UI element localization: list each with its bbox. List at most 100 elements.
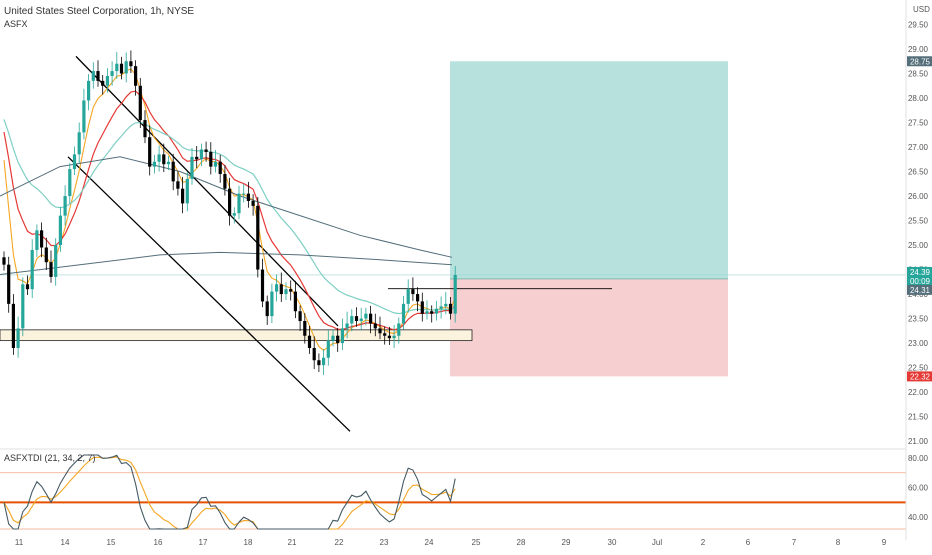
candle-body[interactable] [383,333,387,336]
candle-body[interactable] [204,149,208,152]
candle-body[interactable] [284,289,288,295]
candle-body[interactable] [354,316,359,322]
channel-lower-line[interactable] [67,156,351,432]
candle-body[interactable] [11,303,15,348]
candle-body[interactable] [110,71,114,76]
candle-body[interactable] [232,213,236,216]
candle-body[interactable] [387,335,391,339]
profit-target-zone[interactable] [450,61,728,279]
candle-body[interactable] [134,66,138,86]
candle-body[interactable] [148,137,152,167]
candle-body[interactable] [68,169,72,197]
candle-body[interactable] [237,193,241,214]
candle-body[interactable] [7,264,11,304]
candle-body[interactable] [77,132,81,155]
candle-body[interactable] [49,262,53,277]
candle-body[interactable] [190,156,194,179]
candle-body[interactable] [369,313,373,324]
candle-body[interactable] [218,161,222,174]
candle-body[interactable] [331,335,335,341]
candle-body[interactable] [416,294,420,302]
candle-body[interactable] [199,149,203,160]
candle-body[interactable] [289,289,293,292]
candle-body[interactable] [298,311,302,322]
candle-body[interactable] [293,291,297,312]
candle-body[interactable] [213,161,218,167]
candle-body[interactable] [364,313,368,319]
candle-body[interactable] [411,289,415,295]
candle-body[interactable] [420,301,424,314]
candle-body[interactable] [307,335,312,348]
candle-body[interactable] [16,328,20,348]
candle-body[interactable] [246,193,250,201]
support-zone-box[interactable] [0,329,473,342]
candle-body[interactable] [124,61,128,74]
candle-body[interactable] [166,161,171,165]
candle-body[interactable] [138,85,142,121]
candle-body[interactable] [63,196,67,216]
candle-body[interactable] [448,303,453,314]
candle-body[interactable] [270,291,274,317]
stop-loss-zone[interactable] [450,278,728,377]
candle-body[interactable] [373,323,377,329]
candle-body[interactable] [242,193,246,195]
candle-body[interactable] [157,154,161,162]
channel-upper-line[interactable] [75,55,339,327]
candle-body[interactable] [21,284,25,329]
candle-body[interactable] [96,71,100,81]
candle-body[interactable] [129,61,133,67]
candle-body[interactable] [82,100,86,133]
candle-body[interactable] [223,173,227,189]
candle-body[interactable] [453,274,457,314]
candle-body[interactable] [228,188,232,216]
candle-body[interactable] [326,340,330,358]
candle-body[interactable] [181,188,185,204]
candle-body[interactable] [345,323,349,329]
candle-body[interactable] [392,335,396,339]
candle-body[interactable] [406,289,410,304]
candle-body[interactable] [176,181,180,189]
candle-body[interactable] [105,75,109,86]
candle-body[interactable] [54,245,58,277]
candle-body[interactable] [162,154,166,165]
candle-body[interactable] [378,328,382,334]
candle-body[interactable] [115,63,119,72]
candle-body[interactable] [91,71,95,81]
candle-body[interactable] [87,80,91,101]
candle-body[interactable] [143,120,147,138]
candle-body[interactable] [275,284,279,292]
candle-body[interactable] [434,308,438,314]
candle-body[interactable] [279,284,283,295]
candle-body[interactable] [72,154,77,170]
candle-body[interactable] [312,347,316,361]
candle-body[interactable] [44,247,48,263]
candle-body[interactable] [340,328,344,344]
candle-body[interactable] [303,321,307,336]
candle-body[interactable] [430,311,434,314]
candle-body[interactable] [25,284,30,290]
candle-body[interactable] [101,80,105,86]
candle-body[interactable] [425,311,429,314]
candle-body[interactable] [317,360,321,366]
candle-body[interactable] [265,301,269,317]
candle-body[interactable] [322,357,326,366]
candle-body[interactable] [256,205,260,270]
candle-body[interactable] [185,178,189,204]
candle-body[interactable] [336,335,340,344]
candle-body[interactable] [30,249,34,290]
candle-body[interactable] [171,161,175,182]
candle-body[interactable] [35,230,39,250]
candle-body[interactable] [350,316,354,324]
candle-body[interactable] [397,323,401,336]
candle-body[interactable] [439,306,443,309]
candle-body[interactable] [209,151,213,167]
candle-body[interactable] [444,303,448,307]
candle-body[interactable] [58,215,62,246]
candle-body[interactable] [195,156,199,160]
candle-body[interactable] [359,318,363,322]
candle-body[interactable] [152,161,156,167]
candle-body[interactable] [2,257,6,265]
candle-body[interactable] [401,303,406,324]
